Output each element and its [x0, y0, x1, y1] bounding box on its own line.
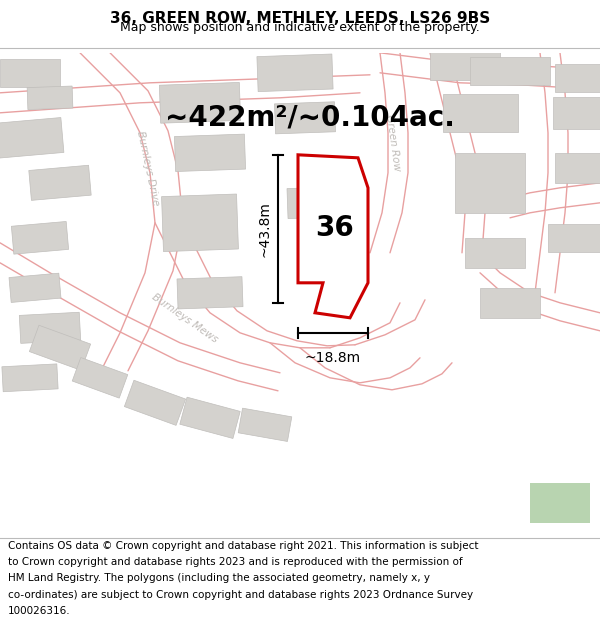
Polygon shape — [29, 325, 91, 371]
Text: Burnleys Mews: Burnleys Mews — [150, 291, 220, 344]
Polygon shape — [180, 397, 240, 439]
Text: ~422m²/~0.104ac.: ~422m²/~0.104ac. — [165, 104, 455, 132]
Polygon shape — [161, 194, 238, 252]
Polygon shape — [2, 364, 58, 392]
Text: ~43.8m: ~43.8m — [257, 201, 271, 257]
Polygon shape — [177, 277, 243, 309]
Polygon shape — [470, 57, 550, 85]
Polygon shape — [555, 64, 600, 92]
Polygon shape — [480, 288, 540, 318]
Text: Green Row: Green Row — [384, 114, 402, 172]
Polygon shape — [0, 118, 64, 158]
Text: Burnleys Drive: Burnleys Drive — [135, 129, 161, 206]
Polygon shape — [548, 224, 600, 252]
Text: Contains OS data © Crown copyright and database right 2021. This information is : Contains OS data © Crown copyright and d… — [8, 541, 478, 551]
Polygon shape — [553, 97, 600, 129]
Polygon shape — [430, 50, 500, 80]
Text: HM Land Registry. The polygons (including the associated geometry, namely x, y: HM Land Registry. The polygons (includin… — [8, 573, 430, 583]
Polygon shape — [257, 54, 333, 92]
Text: ~18.8m: ~18.8m — [305, 351, 361, 365]
Polygon shape — [287, 187, 333, 219]
Polygon shape — [443, 94, 517, 132]
Polygon shape — [455, 152, 525, 213]
Polygon shape — [298, 155, 368, 318]
Polygon shape — [19, 312, 80, 343]
Polygon shape — [555, 152, 600, 182]
Text: 36: 36 — [316, 214, 355, 242]
Polygon shape — [160, 82, 241, 123]
Polygon shape — [124, 380, 185, 426]
Polygon shape — [27, 86, 73, 109]
Text: co-ordinates) are subject to Crown copyright and database rights 2023 Ordnance S: co-ordinates) are subject to Crown copyr… — [8, 589, 473, 599]
Polygon shape — [175, 134, 245, 171]
Polygon shape — [72, 357, 128, 398]
Polygon shape — [11, 221, 68, 254]
Polygon shape — [238, 408, 292, 441]
Text: 36, GREEN ROW, METHLEY, LEEDS, LS26 9BS: 36, GREEN ROW, METHLEY, LEEDS, LS26 9BS — [110, 11, 490, 26]
Polygon shape — [274, 102, 335, 134]
Polygon shape — [0, 59, 60, 87]
Polygon shape — [465, 238, 525, 268]
Text: 100026316.: 100026316. — [8, 606, 70, 616]
Text: to Crown copyright and database rights 2023 and is reproduced with the permissio: to Crown copyright and database rights 2… — [8, 558, 463, 568]
Polygon shape — [530, 482, 590, 522]
Text: Map shows position and indicative extent of the property.: Map shows position and indicative extent… — [120, 21, 480, 34]
Polygon shape — [29, 165, 91, 201]
Polygon shape — [9, 273, 61, 302]
